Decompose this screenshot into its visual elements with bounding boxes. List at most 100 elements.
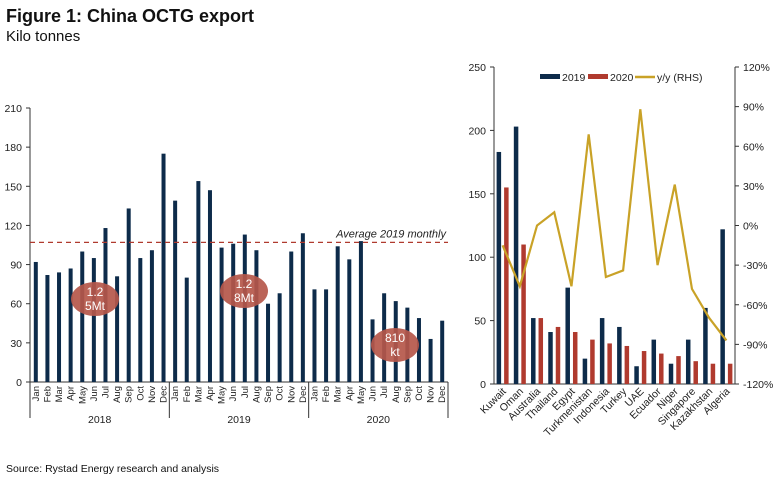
bar	[138, 258, 143, 382]
y2-tick-label: -90%	[743, 339, 768, 351]
bar	[231, 243, 236, 382]
bar-2019	[703, 307, 708, 384]
bar-2020	[641, 351, 647, 384]
month-label: Oct	[414, 386, 425, 401]
bar-2020	[572, 332, 578, 384]
bar-2019	[548, 332, 553, 384]
bar-2019	[565, 287, 570, 384]
y2-tick-label: 30%	[743, 181, 764, 193]
year-label: 2019	[227, 414, 251, 426]
bar	[242, 234, 247, 382]
y-tick-label: 120	[4, 220, 22, 232]
month-label: Jul	[100, 386, 111, 398]
month-label: Jan	[309, 386, 320, 401]
average-label: Average 2019 monthly	[335, 228, 447, 240]
bar	[80, 251, 85, 382]
y-tick-label: 150	[4, 181, 22, 193]
bar	[196, 181, 201, 382]
bar	[219, 247, 224, 382]
month-label: Mar	[193, 386, 204, 402]
month-label: Feb	[321, 386, 332, 402]
y-tick-label: 50	[474, 316, 486, 328]
bar	[149, 250, 154, 382]
y-tick-label: 250	[468, 62, 486, 74]
bar-2019	[634, 366, 639, 384]
figure-title: Figure 1: China OCTG export	[6, 6, 255, 26]
bar	[277, 293, 282, 382]
month-label: Jun	[89, 386, 100, 401]
bar-2019	[531, 318, 536, 384]
y2-tick-label: 120%	[743, 62, 770, 74]
bar-2020	[710, 363, 716, 384]
y2-tick-label: -30%	[743, 260, 768, 272]
bar-2020	[676, 356, 681, 384]
month-label: Aug	[112, 386, 123, 403]
month-label: Apr	[66, 386, 77, 401]
bar-2020	[504, 187, 509, 384]
month-label: Jun	[368, 386, 379, 401]
bar-2020	[659, 353, 664, 384]
bar	[207, 190, 212, 382]
y2-tick-label: 0%	[743, 221, 758, 233]
legend-label: y/y (RHS)	[657, 72, 703, 84]
month-label: Jan	[170, 386, 181, 401]
bar	[428, 338, 433, 382]
bar-2020	[521, 244, 526, 384]
bar	[312, 289, 317, 382]
month-label: Sep	[263, 386, 274, 403]
annotation-text: 1.2	[87, 285, 104, 299]
bar-2020	[590, 339, 595, 384]
bar	[126, 208, 131, 382]
month-label: May	[356, 386, 367, 404]
bar	[115, 276, 120, 382]
month-label: Feb	[182, 386, 193, 402]
y2-tick-label: 60%	[743, 141, 764, 153]
bar-2019	[496, 151, 502, 384]
month-label: Oct	[275, 386, 286, 401]
y-tick-label: 60	[10, 299, 22, 311]
y2-tick-label: -120%	[743, 379, 773, 391]
bar	[324, 289, 329, 382]
bar	[347, 259, 352, 382]
month-label: Dec	[159, 386, 170, 403]
month-label: May	[217, 386, 228, 404]
month-label: Sep	[402, 386, 413, 403]
month-label: Nov	[286, 386, 297, 403]
month-label: Feb	[42, 386, 53, 402]
month-label: Jun	[228, 386, 239, 401]
bar	[45, 275, 50, 382]
annotation-text: 810	[385, 331, 405, 345]
month-label: Aug	[251, 386, 262, 403]
y-tick-label: 150	[468, 189, 486, 201]
legend-swatch	[540, 74, 560, 79]
month-label: Jan	[31, 386, 42, 401]
bar	[254, 250, 259, 382]
month-label: Mar	[333, 386, 344, 402]
month-label: Apr	[205, 386, 216, 401]
annotation-text: 1.2	[236, 277, 253, 291]
annotation-text: 8Mt	[234, 291, 255, 305]
y-tick-label: 180	[4, 142, 22, 154]
legend-label: 2019	[562, 72, 586, 84]
annotation-bubble	[220, 274, 268, 308]
month-label: Aug	[391, 386, 402, 403]
bar	[68, 268, 73, 382]
month-label: Apr	[344, 386, 355, 401]
bar-2019	[720, 229, 725, 384]
y-tick-label: 30	[10, 338, 22, 350]
annotation-bubble	[71, 282, 119, 316]
bar	[161, 153, 166, 382]
bar	[184, 277, 189, 382]
year-label: 2020	[367, 414, 391, 426]
bar	[173, 200, 178, 382]
month-label: Nov	[426, 386, 437, 403]
bar	[335, 246, 340, 382]
bar	[358, 241, 363, 382]
bar	[57, 272, 62, 382]
month-label: Jul	[240, 386, 251, 398]
y-tick-label: 0	[16, 377, 22, 389]
y-tick-label: 200	[468, 125, 486, 137]
month-label: Dec	[298, 386, 309, 403]
bar	[33, 261, 38, 382]
